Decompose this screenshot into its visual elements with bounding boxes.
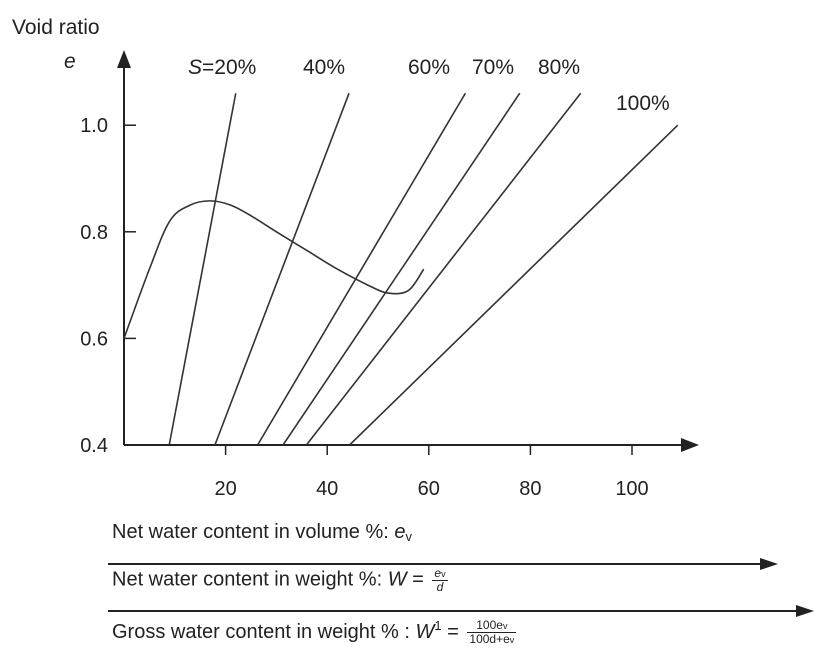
footer-weight-label: Net water content in weight %: W = ev d	[112, 567, 448, 593]
footer-weight-fraction: ev d	[432, 566, 448, 593]
series-labels: S=20% 40% 60% 70% 80% 100%	[188, 56, 670, 115]
footer-gross-eq: =	[441, 621, 465, 643]
footer-gross-var: W	[415, 621, 435, 643]
saturation-line-3	[282, 92, 521, 446]
footer-volume-text: Net water content in volume %:	[112, 521, 395, 543]
footer-weight-denominator: d	[432, 581, 447, 593]
series-label-20: S=20%	[188, 56, 256, 79]
footer-gross-den-sub: v	[509, 635, 515, 646]
footer-gross-denominator: 100d+ev	[467, 633, 516, 646]
void-ratio-curve	[123, 200, 425, 339]
footer-gross-text: Gross water content in weight % :	[112, 621, 416, 643]
series-label-60: 60%	[408, 56, 450, 79]
footer-weight-num-var: e	[434, 566, 442, 580]
chart: Void ratio e 0.4 0.6 0.8 1.0 20 40 60 80 100 S=…	[12, 16, 699, 500]
x-ticks: 20 40 60 80 100	[214, 445, 649, 500]
y-axis-title: Void ratio	[12, 16, 100, 39]
footer-volume-sub: v	[405, 529, 412, 544]
footer-gross-fraction: 100ev 100d+ev	[467, 618, 517, 646]
series-label-70: 70%	[472, 56, 514, 79]
series-label-80: 80%	[538, 56, 580, 79]
footer-weight-num-sub: v	[441, 569, 446, 579]
footer-gross-sup: 1	[434, 618, 442, 633]
x-tick-label: 80	[519, 478, 541, 500]
footer-weight-text: Net water content in weight %:	[112, 568, 388, 591]
y-tick-label: 0.4	[80, 435, 108, 457]
x-axis-arrow	[681, 438, 699, 452]
x-tick-label: 20	[214, 478, 236, 500]
footer-gross-den: 100d+e	[469, 632, 510, 647]
footer-arrow-1	[108, 558, 778, 570]
footer-gross-num: 100e	[476, 618, 503, 633]
x-tick-label: 60	[418, 478, 440, 500]
saturation-line-5	[348, 124, 679, 446]
series-label-100: 100%	[616, 92, 670, 115]
footer-gross-num-sub: v	[502, 621, 508, 632]
saturation-line-2	[256, 92, 467, 446]
footer-weight-eq: =	[406, 568, 430, 591]
footer-volume-label: Net water content in volume %: ev	[112, 521, 412, 544]
y-axis-symbol: e	[64, 50, 76, 73]
x-tick-label: 100	[615, 478, 648, 500]
footer-gross-label: Gross water content in weight % : W1 = 1…	[112, 618, 517, 646]
y-ticks: 0.4 0.6 0.8 1.0	[80, 115, 136, 457]
saturation-line-0	[168, 93, 237, 446]
saturation-lines	[168, 92, 679, 446]
saturation-line-1	[214, 92, 350, 446]
y-tick-label: 0.8	[80, 222, 108, 244]
footer-weight-den: d	[436, 580, 444, 594]
footer-gross-numerator: 100ev	[467, 618, 517, 634]
y-axis-arrow	[117, 50, 131, 68]
series-label-20-value: =20%	[202, 56, 256, 79]
series-label-40: 40%	[303, 56, 345, 79]
footer-weight-numerator: ev	[432, 566, 448, 581]
footer-volume-var: e	[394, 521, 406, 543]
footer-weight-var: W	[387, 568, 407, 591]
y-tick-label: 1.0	[80, 115, 108, 137]
axes	[117, 50, 699, 452]
x-tick-label: 40	[316, 478, 338, 500]
series-label-20-prefix: S	[188, 56, 202, 79]
footer-arrow-2	[108, 605, 814, 617]
saturation-line-4	[305, 92, 582, 446]
y-tick-label: 0.6	[80, 328, 108, 350]
